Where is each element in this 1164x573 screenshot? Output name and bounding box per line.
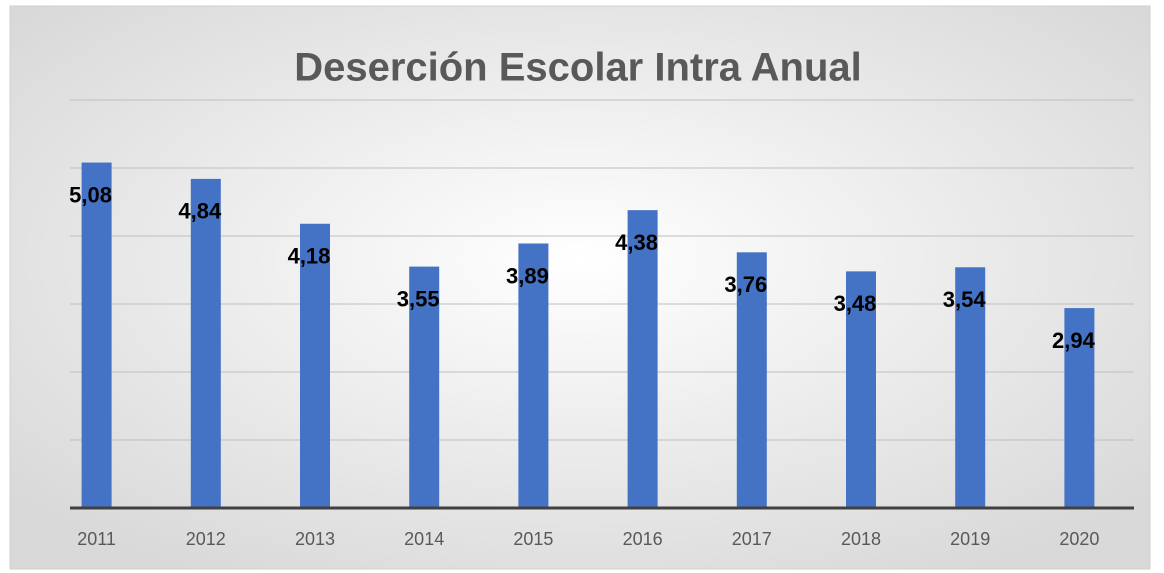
bar xyxy=(81,162,112,508)
x-tick-label: 2020 xyxy=(1059,529,1099,549)
data-label: 2,94 xyxy=(1052,328,1096,353)
x-tick-label: 2016 xyxy=(623,529,663,549)
bar xyxy=(518,243,549,509)
data-label: 4,18 xyxy=(288,244,331,269)
x-tick-label: 2018 xyxy=(841,529,881,549)
bar xyxy=(190,178,221,508)
bar xyxy=(409,266,440,508)
data-label: 3,89 xyxy=(506,263,549,288)
x-tick-label: 2014 xyxy=(404,529,444,549)
bar xyxy=(300,223,330,508)
chart-title: Deserción Escolar Intra Anual xyxy=(294,46,862,90)
data-label: 3,48 xyxy=(834,291,877,316)
x-tick-label: 2015 xyxy=(513,529,553,549)
data-label: 4,84 xyxy=(178,199,222,224)
data-label: 5,08 xyxy=(69,182,112,207)
x-tick-label: 2011 xyxy=(77,529,116,549)
data-label: 3,55 xyxy=(397,286,440,311)
bar xyxy=(846,271,876,508)
bar xyxy=(955,267,986,508)
x-tick-label: 2013 xyxy=(295,529,335,549)
x-tick-label: 2019 xyxy=(950,529,990,549)
data-label: 3,54 xyxy=(943,287,987,312)
x-tick-label: 2012 xyxy=(186,529,226,549)
data-label: 3,76 xyxy=(724,272,767,297)
x-tick-label: 2017 xyxy=(732,529,772,549)
data-label: 4,38 xyxy=(615,230,658,255)
bar xyxy=(736,252,767,508)
bar xyxy=(627,210,658,508)
bar xyxy=(1064,308,1095,508)
